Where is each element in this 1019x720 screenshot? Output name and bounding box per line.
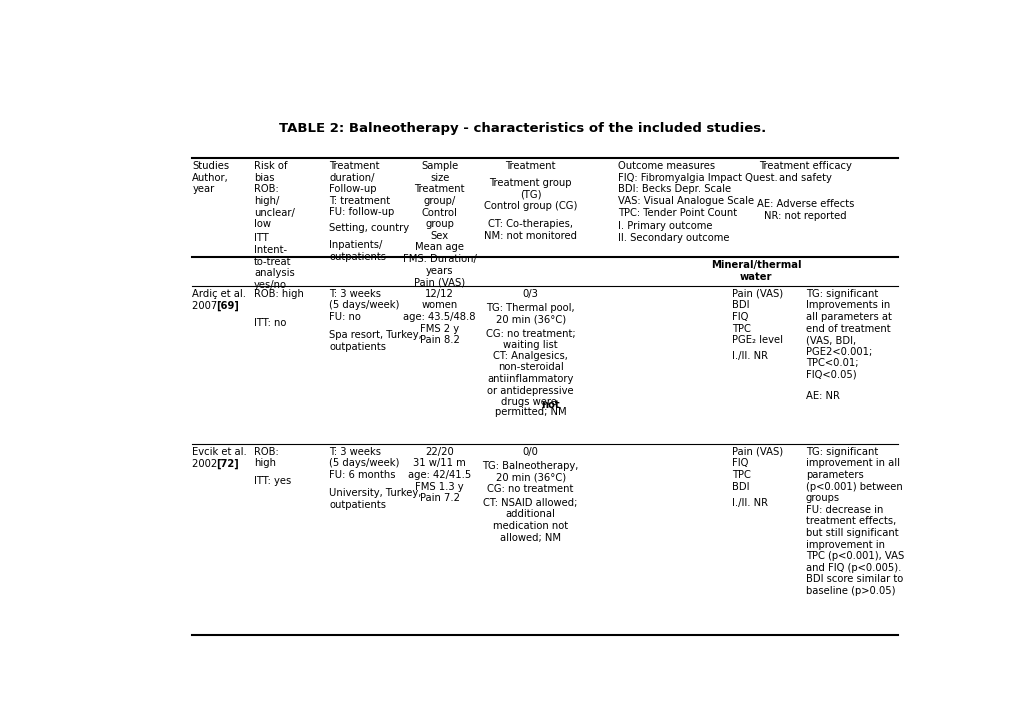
- Text: I. Primary outcome
II. Secondary outcome: I. Primary outcome II. Secondary outcome: [618, 221, 729, 243]
- Text: ITT
Intent-
to-treat
analysis
yes/no: ITT Intent- to-treat analysis yes/no: [254, 233, 294, 289]
- Text: Studies
Author,
year: Studies Author, year: [193, 161, 229, 194]
- Text: CT: NSAID allowed;
additional
medication not
allowed; NM: CT: NSAID allowed; additional medication…: [483, 498, 578, 543]
- Text: Pain (VAS)
FIQ
TPC
BDI: Pain (VAS) FIQ TPC BDI: [732, 446, 783, 492]
- Text: ROB:
high: ROB: high: [254, 446, 278, 468]
- Text: CT: Analgesics,
non-steroidal
antiinflammatory
or antidepressive
drugs were: CT: Analgesics, non-steroidal antiinflam…: [487, 351, 574, 408]
- Text: T: treatment
FU: follow-up: T: treatment FU: follow-up: [329, 196, 394, 217]
- Text: CG: no treatment;
waiting list: CG: no treatment; waiting list: [485, 328, 575, 350]
- Text: 2007: 2007: [193, 301, 220, 311]
- Text: Inpatients/
outpatients: Inpatients/ outpatients: [329, 240, 386, 261]
- Text: [69]: [69]: [216, 301, 238, 311]
- Text: TG: significant
Improvements in
all parameters at
end of treatment
(VAS, BDI,
PG: TG: significant Improvements in all para…: [805, 289, 891, 380]
- Text: Sample
size
Treatment
group/
Control
group
Sex
Mean age
FMS: Duration/
years
Pai: Sample size Treatment group/ Control gro…: [403, 161, 476, 287]
- Text: Treatment
duration/
Follow-up: Treatment duration/ Follow-up: [329, 161, 379, 194]
- Text: CT: Co-therapies,
NM: not monitored: CT: Co-therapies, NM: not monitored: [484, 220, 577, 241]
- Text: I./II. NR: I./II. NR: [732, 498, 767, 508]
- Text: TG: Thermal pool,
20 min (36°C): TG: Thermal pool, 20 min (36°C): [486, 302, 575, 324]
- Text: Treatment: Treatment: [504, 161, 555, 171]
- Text: T: 3 weeks
(5 days/week)
FU: 6 months: T: 3 weeks (5 days/week) FU: 6 months: [329, 446, 399, 480]
- Text: University, Turkey,
outpatients: University, Turkey, outpatients: [329, 488, 421, 510]
- Text: 12/12
women
age: 43.5/48.8
FMS 2 y
Pain 8.2: 12/12 women age: 43.5/48.8 FMS 2 y Pain …: [404, 289, 476, 345]
- Text: not: not: [540, 400, 559, 410]
- Text: 0/3: 0/3: [522, 289, 538, 299]
- Text: Mineral/thermal
water: Mineral/thermal water: [710, 260, 800, 282]
- Text: TG: significant
improvement in all
parameters
(p<0.001) between
groups
FU: decre: TG: significant improvement in all param…: [805, 446, 903, 596]
- Text: Spa resort, Turkey,
outpatients: Spa resort, Turkey, outpatients: [329, 330, 422, 352]
- Text: Treatment efficacy
and safety: Treatment efficacy and safety: [758, 161, 851, 183]
- Text: Setting, country: Setting, country: [329, 223, 409, 233]
- Text: Treatment group
(TG)
Control group (CG): Treatment group (TG) Control group (CG): [483, 178, 577, 211]
- Text: I./II. NR: I./II. NR: [732, 351, 767, 361]
- Text: ITT: yes: ITT: yes: [254, 476, 291, 485]
- Text: 22/20
31 w/11 m
age: 42/41.5
FMS 1.3 y
Pain 7.2: 22/20 31 w/11 m age: 42/41.5 FMS 1.3 y P…: [408, 446, 471, 503]
- Text: Risk of
bias
ROB:
high/
unclear/
low: Risk of bias ROB: high/ unclear/ low: [254, 161, 294, 229]
- Text: ROB: high: ROB: high: [254, 289, 304, 299]
- Text: 0/0: 0/0: [522, 446, 538, 456]
- Text: Ardiç et al.: Ardiç et al.: [193, 289, 246, 299]
- Text: [72]: [72]: [216, 459, 238, 469]
- Text: T: 3 weeks
(5 days/week)
FU: no: T: 3 weeks (5 days/week) FU: no: [329, 289, 399, 322]
- Text: Pain (VAS)
BDI
FIQ
TPC
PGE₂ level: Pain (VAS) BDI FIQ TPC PGE₂ level: [732, 289, 783, 345]
- Text: ITT: no: ITT: no: [254, 318, 286, 328]
- Text: 2002: 2002: [193, 459, 220, 469]
- Text: Outcome measures
FIQ: Fibromyalgia Impact Quest.
BDI: Becks Depr. Scale
VAS: Vis: Outcome measures FIQ: Fibromyalgia Impac…: [618, 161, 776, 217]
- Text: AE: Adverse effects
NR: not reported: AE: Adverse effects NR: not reported: [756, 199, 854, 220]
- Text: Evcik et al.: Evcik et al.: [193, 446, 247, 456]
- Text: TABLE 2: Balneotherapy - characteristics of the included studies.: TABLE 2: Balneotherapy - characteristics…: [279, 122, 765, 135]
- Text: CG: no treatment: CG: no treatment: [487, 485, 574, 495]
- Text: AE: NR: AE: NR: [805, 391, 839, 401]
- Text: TG: Balneotherapy,
20 min (36°C): TG: Balneotherapy, 20 min (36°C): [482, 461, 578, 482]
- Text: permitted; NM: permitted; NM: [494, 407, 566, 417]
